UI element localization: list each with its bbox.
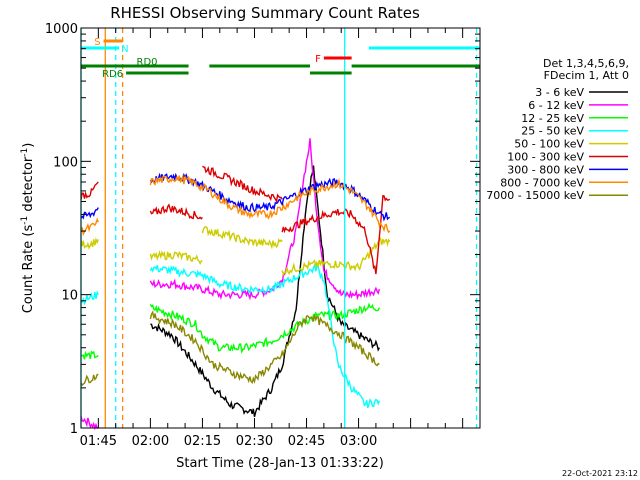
series-5-line-2 (202, 165, 283, 204)
series-7 (80, 173, 391, 237)
y-tick-label: 100 (53, 155, 78, 170)
series-4-line-0 (80, 237, 99, 250)
series-1-line-0 (80, 415, 99, 431)
series-5-line-3 (281, 195, 391, 275)
footer-timestamp: 22-Oct-2021 23:12 (562, 469, 638, 478)
legend-label-4: 50 - 100 keV (514, 138, 584, 151)
y-tick-label: 10 (61, 289, 78, 304)
legend-label-0: 3 - 6 keV (535, 86, 584, 99)
series-5-line-1 (149, 203, 203, 220)
series-8 (80, 310, 380, 387)
legend-header-line-1: Det 1,3,4,5,6,9, (543, 57, 629, 70)
legend-label-1: 6 - 12 keV (528, 99, 584, 112)
legend-label-2: 12 - 25 keV (521, 112, 584, 125)
series-4-line-3 (281, 236, 391, 277)
series-2 (80, 302, 381, 360)
x-tick-label: 03:00 (340, 434, 377, 449)
legend-label-7: 800 - 7000 keV (500, 176, 584, 189)
series-4 (80, 225, 391, 277)
series-8-line-0 (80, 373, 99, 387)
series-5-line-0 (80, 181, 99, 200)
plot-frame (80, 27, 481, 429)
x-tick-label: 01:45 (80, 434, 117, 449)
series-3-line-0 (80, 290, 99, 306)
chart-title: RHESSI Observing Summary Count Rates (110, 4, 420, 22)
series-0-line-0 (150, 165, 381, 417)
plot-area (80, 138, 391, 431)
series-0 (150, 165, 381, 417)
legend-label-8: 7000 - 15000 keV (486, 189, 584, 202)
x-tick-label: 02:00 (132, 434, 169, 449)
y-tick-label: 1 (70, 422, 78, 437)
x-axis-label: Start Time (28-Jan-13 01:33:22) (176, 456, 384, 471)
series-7-line-1 (149, 173, 391, 234)
y-tick-label: 1000 (45, 22, 78, 37)
x-tick-label: 02:45 (288, 434, 325, 449)
flag-bars: S N F RD0 RD6 (81, 37, 480, 80)
x-tick-label: 02:30 (236, 434, 273, 449)
series-4-line-2 (201, 225, 283, 250)
legend-label-6: 300 - 800 keV (507, 163, 584, 176)
series-2-line-0 (80, 350, 99, 360)
series-8-line-1 (149, 310, 380, 385)
series-6-line-0 (80, 207, 99, 220)
flag-label-rd6: RD6 (102, 69, 123, 80)
legend: Det 1,3,4,5,6,9, FDecim 1, Att 0 3 - 6 k… (486, 57, 629, 202)
series-1 (80, 138, 381, 431)
y-axis-label: Count Rate (s-1 detector-1) (20, 143, 36, 314)
flag-label-f: F (315, 54, 321, 65)
x-tick-label: 02:15 (184, 434, 221, 449)
series-1-line-1 (149, 138, 381, 301)
axes: 1 10 100 1000 01:45 02:00 02:15 02:30 02:45 03:00 (45, 22, 481, 449)
series-5 (80, 165, 391, 275)
series-3 (80, 262, 381, 409)
legend-header-line-2: FDecim 1, Att 0 (544, 69, 629, 82)
flag-label-n: N (121, 44, 128, 55)
legend-label-5: 100 - 300 keV (507, 151, 584, 164)
series-7-line-0 (80, 217, 99, 237)
series-2-line-1 (149, 302, 381, 355)
legend-label-3: 25 - 50 keV (521, 125, 584, 138)
series-3-line-1 (149, 262, 381, 409)
flag-label-rd0: RD0 (137, 57, 158, 68)
series-4-line-1 (149, 249, 203, 266)
flag-label-s: S (94, 37, 100, 48)
